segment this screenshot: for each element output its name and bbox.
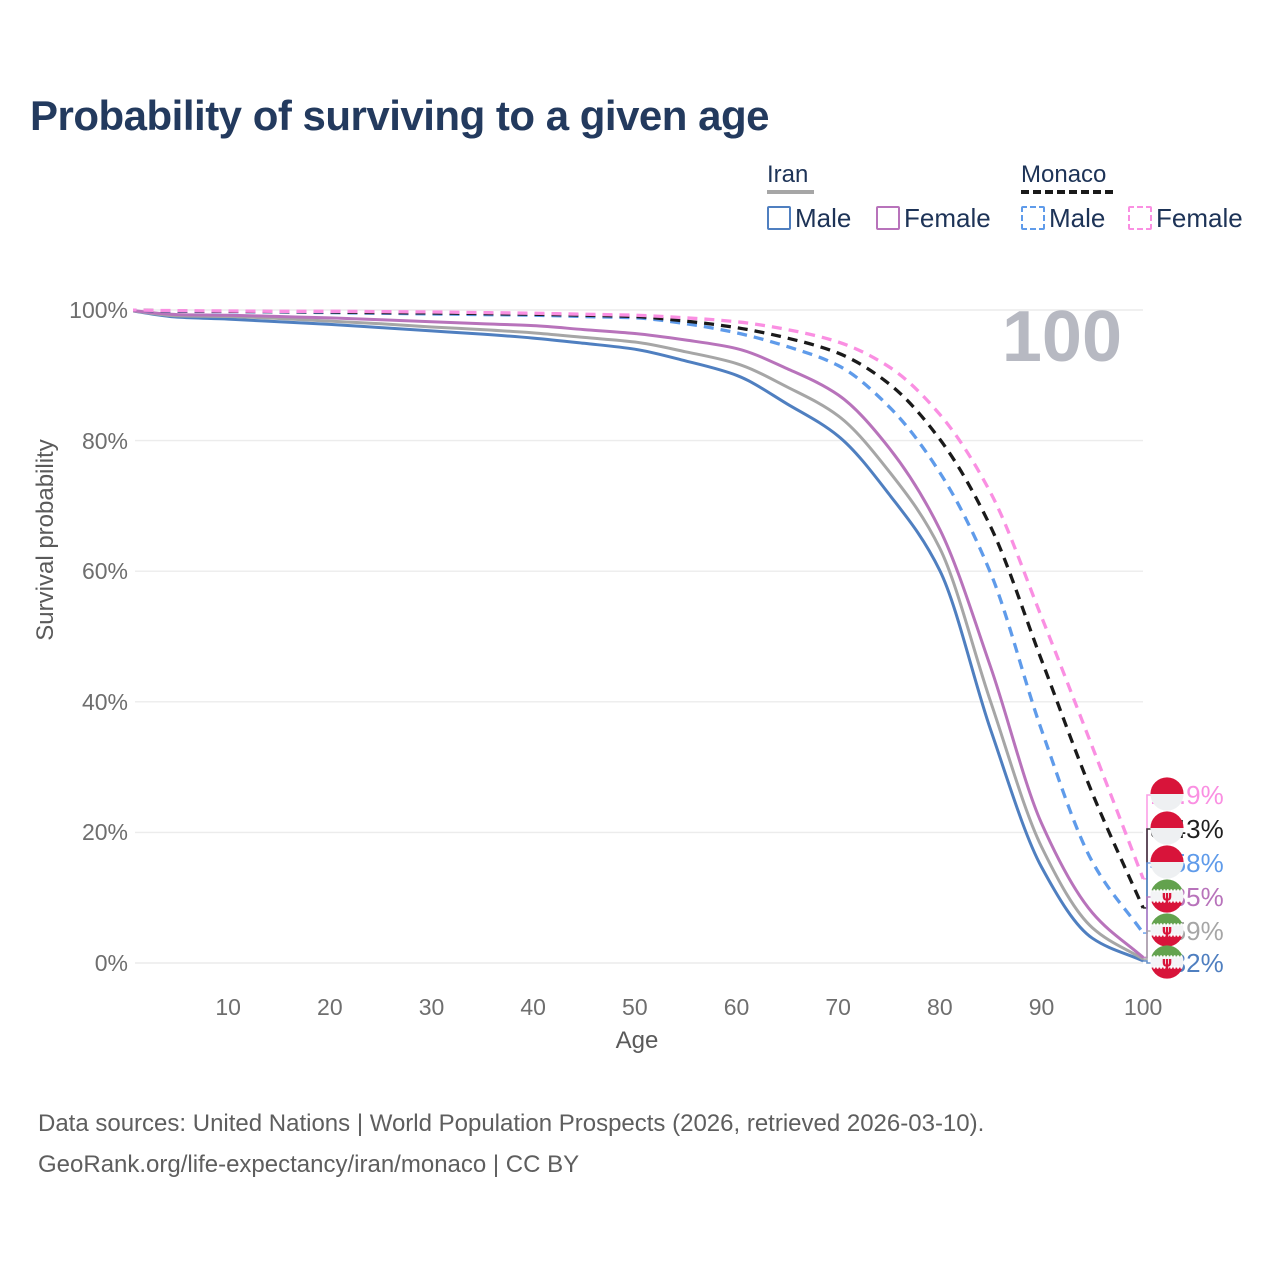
end-label-leader-line [1143, 960, 1151, 964]
end-label-leader-line [1143, 896, 1151, 959]
monaco-male-checkbox-icon[interactable] [1021, 206, 1045, 230]
y-tick-label: 40% [81, 688, 128, 715]
end-label-row[interactable]: 4.58% [1150, 845, 1224, 881]
age-watermark: 100 [1001, 297, 1122, 377]
x-tick-label: 60 [723, 994, 750, 1020]
iran-solid-line-swatch [767, 190, 814, 194]
legend-item-iran-male[interactable]: Male [767, 203, 851, 233]
end-label-row[interactable]: ψ 0.32% [1150, 945, 1224, 981]
end-label-row[interactable]: 12.9% [1150, 777, 1224, 813]
x-tick-label: 40 [520, 994, 546, 1020]
iran-emblem-glyph: ψ [1162, 924, 1172, 939]
curve-iran-female[interactable] [127, 309, 1145, 959]
x-tick-label: 10 [215, 994, 241, 1020]
legend-group-iran-label: Iran [767, 161, 809, 188]
legend-item-monaco-female[interactable]: Female [1128, 203, 1243, 233]
y-tick-label: 0% [94, 950, 128, 976]
x-axis-title: Age [615, 1027, 659, 1054]
iran-emblem-glyph: ψ [1162, 956, 1172, 971]
monaco-female-checkbox-icon[interactable] [1128, 206, 1152, 230]
monaco-flag-icon [1150, 777, 1184, 811]
curve-iran-male[interactable] [127, 309, 1144, 963]
x-tick-label: 70 [825, 994, 851, 1020]
x-tick-label: 50 [622, 994, 648, 1020]
y-tick-label: 100% [69, 297, 128, 323]
legend-item-label: Male [1049, 202, 1106, 233]
legend-item-label: Female [904, 202, 991, 233]
end-label-row[interactable]: 8.43% [1150, 811, 1224, 847]
iran-male-checkbox-icon[interactable] [767, 206, 791, 230]
legend-group-monaco-label: Monaco [1021, 161, 1107, 188]
x-tick-label: 30 [418, 994, 445, 1020]
iran-flag-icon: ψ [1150, 913, 1184, 947]
legend-item-label: Male [795, 202, 852, 233]
x-tick-label: 90 [1028, 994, 1055, 1020]
footer-link-line: GeoRank.org/life-expectancy/iran/monaco … [38, 1151, 580, 1178]
iran-flag-icon: ψ [1150, 945, 1184, 979]
y-tick-label: 80% [81, 427, 128, 454]
end-label-leader-line [1143, 930, 1151, 960]
legend-item-label: Female [1156, 202, 1243, 233]
curve-monaco-male[interactable] [127, 308, 1145, 935]
page-title: Probability of surviving to a given age [30, 92, 769, 139]
curve-iran-both-sexes[interactable] [127, 309, 1144, 961]
x-tick-label: 20 [317, 994, 343, 1020]
footer: Data sources: United Nations | World Pop… [38, 1103, 984, 1185]
y-tick-label: 60% [81, 558, 128, 585]
iran-female-checkbox-icon[interactable] [876, 206, 900, 230]
legend-item-monaco-male[interactable]: Male [1021, 203, 1105, 233]
monaco-dashed-line-swatch [1021, 190, 1113, 194]
footer-sources-line: Data sources: United Nations | World Pop… [38, 1110, 985, 1137]
end-label-row[interactable]: ψ 0.85% [1150, 879, 1224, 915]
iran-flag-icon: ψ [1150, 879, 1184, 913]
end-label-row[interactable]: ψ 0.59% [1150, 913, 1224, 949]
curve-monaco-female[interactable] [127, 308, 1145, 880]
x-tick-label: 100 [1123, 994, 1163, 1020]
y-axis-title: Survival probability [32, 439, 59, 641]
x-tick-label: 80 [927, 994, 953, 1020]
iran-emblem-glyph: ψ [1162, 890, 1172, 905]
legend-item-iran-female[interactable]: Female [876, 203, 991, 233]
monaco-flag-icon [1150, 845, 1184, 879]
y-tick-label: 20% [81, 819, 128, 846]
monaco-flag-icon [1150, 811, 1184, 845]
curve-monaco-both-sexes[interactable] [127, 308, 1145, 909]
